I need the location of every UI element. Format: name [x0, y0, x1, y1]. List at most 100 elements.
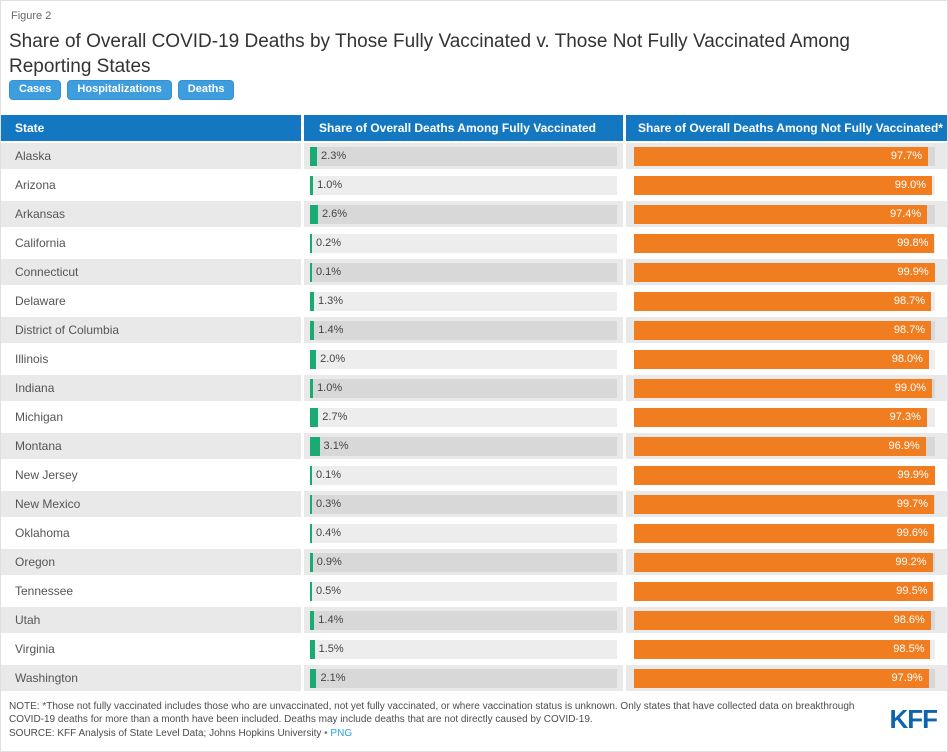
table-row: Illinois 2.0% 98.0%	[1, 346, 947, 375]
fully-vaccinated-bar	[310, 146, 318, 166]
not-fully-vaccinated-cell: 99.9%	[623, 259, 947, 285]
not-fully-vaccinated-bar-track: 97.7%	[634, 146, 935, 166]
not-fully-vaccinated-cell: 97.4%	[623, 201, 947, 227]
not-fully-vaccinated-bar-track: 98.7%	[634, 320, 935, 340]
fully-vaccinated-value: 0.1%	[316, 266, 342, 278]
fully-vaccinated-bar-track: 2.6%	[310, 204, 617, 224]
fully-vaccinated-value: 2.1%	[320, 672, 346, 684]
fully-vaccinated-bar-track: 0.1%	[310, 465, 617, 485]
source-separator: •	[324, 728, 328, 739]
fully-vaccinated-cell: 1.5%	[301, 636, 623, 662]
fully-vaccinated-bar-track: 2.0%	[310, 349, 617, 369]
state-name: Utah	[1, 607, 301, 633]
fully-vaccinated-bar-track: 1.4%	[310, 320, 617, 340]
fully-vaccinated-cell: 1.3%	[301, 288, 623, 314]
fully-vaccinated-cell: 0.1%	[301, 259, 623, 285]
state-name: Oregon	[1, 549, 301, 575]
fully-vaccinated-cell: 0.1%	[301, 462, 623, 488]
fully-vaccinated-cell: 0.3%	[301, 491, 623, 517]
data-table: State Share of Overall Deaths Among Full…	[1, 115, 947, 694]
tab-hospitalizations[interactable]: Hospitalizations	[67, 80, 172, 100]
fully-vaccinated-bar	[310, 552, 313, 572]
fully-vaccinated-bar	[310, 639, 315, 659]
state-name: Michigan	[1, 404, 301, 430]
fully-vaccinated-bar-track: 1.0%	[310, 175, 617, 195]
fully-vaccinated-value: 0.5%	[316, 585, 342, 597]
fully-vaccinated-bar	[310, 233, 312, 253]
table-header: State Share of Overall Deaths Among Full…	[1, 115, 947, 143]
fully-vaccinated-cell: 2.0%	[301, 346, 623, 372]
not-fully-vaccinated-bar-track: 99.7%	[634, 494, 935, 514]
fully-vaccinated-bar-track: 0.2%	[310, 233, 617, 253]
fully-vaccinated-value: 1.3%	[317, 295, 344, 307]
not-fully-vaccinated-cell: 99.8%	[623, 230, 947, 256]
fully-vaccinated-value: 0.9%	[316, 556, 342, 568]
not-fully-vaccinated-bar-track: 98.5%	[634, 639, 935, 659]
fully-vaccinated-bar	[310, 349, 317, 369]
not-fully-vaccinated-bar-track: 99.5%	[634, 581, 935, 601]
not-fully-vaccinated-cell: 97.3%	[623, 404, 947, 430]
state-name: New Mexico	[1, 491, 301, 517]
not-fully-vaccinated-cell: 99.7%	[623, 491, 947, 517]
not-fully-vaccinated-bar: 99.8%	[634, 233, 935, 253]
state-name: Virginia	[1, 636, 301, 662]
not-fully-vaccinated-cell: 98.7%	[623, 288, 947, 314]
fully-vaccinated-cell: 0.2%	[301, 230, 623, 256]
tab-deaths[interactable]: Deaths	[177, 80, 235, 100]
state-name: Illinois	[1, 346, 301, 372]
not-fully-vaccinated-bar-track: 99.9%	[634, 262, 935, 282]
fully-vaccinated-value: 2.3%	[321, 150, 347, 162]
table-row: California 0.2% 99.8%	[1, 230, 947, 259]
fully-vaccinated-cell: 1.4%	[301, 317, 623, 343]
not-fully-vaccinated-cell: 99.9%	[623, 462, 947, 488]
not-fully-vaccinated-bar: 99.7%	[634, 494, 935, 514]
fully-vaccinated-bar	[310, 465, 312, 485]
fully-vaccinated-value: 1.4%	[318, 614, 344, 626]
not-fully-vaccinated-bar: 98.7%	[634, 291, 932, 311]
not-fully-vaccinated-bar-track: 99.0%	[634, 175, 935, 195]
state-name: Tennessee	[1, 578, 301, 604]
table-body: Alaska 2.3% 97.7% Arizona 1.0%	[1, 143, 947, 694]
not-fully-vaccinated-bar: 97.7%	[634, 146, 929, 166]
fully-vaccinated-bar	[310, 262, 312, 282]
table-row: Montana 3.1% 96.9%	[1, 433, 947, 462]
footer-note: NOTE: *Those not fully vaccinated includ…	[9, 701, 855, 725]
not-fully-vaccinated-bar: 98.7%	[634, 320, 932, 340]
not-fully-vaccinated-bar-track: 99.2%	[634, 552, 935, 572]
not-fully-vaccinated-bar: 99.5%	[634, 581, 934, 601]
tab-cases[interactable]: Cases	[9, 80, 62, 100]
fully-vaccinated-cell: 1.4%	[301, 607, 623, 633]
fully-vaccinated-cell: 2.3%	[301, 143, 623, 169]
fully-vaccinated-bar-track: 2.3%	[310, 146, 617, 166]
fully-vaccinated-cell: 2.7%	[301, 404, 623, 430]
fully-vaccinated-bar-track: 1.5%	[310, 639, 617, 659]
table-row: Washington 2.1% 97.9%	[1, 665, 947, 694]
table-row: Utah 1.4% 98.6%	[1, 607, 947, 636]
fully-vaccinated-value: 0.4%	[316, 527, 342, 539]
fully-vaccinated-cell: 3.1%	[301, 433, 623, 459]
kff-logo[interactable]: KFF	[889, 704, 938, 734]
fully-vaccinated-bar	[310, 494, 312, 514]
not-fully-vaccinated-bar: 97.9%	[634, 668, 929, 688]
not-fully-vaccinated-cell: 96.9%	[623, 433, 947, 459]
not-fully-vaccinated-bar-track: 98.7%	[634, 291, 935, 311]
png-download-link[interactable]: PNG	[330, 728, 353, 739]
fully-vaccinated-value: 1.5%	[318, 643, 344, 655]
state-name: New Jersey	[1, 462, 301, 488]
state-name: California	[1, 230, 301, 256]
state-name: Washington	[1, 665, 301, 691]
not-fully-vaccinated-bar: 98.6%	[634, 610, 931, 630]
fully-vaccinated-value: 1.0%	[317, 179, 343, 191]
fully-vaccinated-value: 1.4%	[318, 324, 344, 336]
not-fully-vaccinated-bar: 99.9%	[634, 465, 935, 485]
figure-label: Figure 2	[11, 10, 52, 22]
not-fully-vaccinated-bar: 96.9%	[634, 436, 926, 456]
fully-vaccinated-bar	[310, 668, 317, 688]
state-name: Arkansas	[1, 201, 301, 227]
fully-vaccinated-bar-track: 0.5%	[310, 581, 617, 601]
fully-vaccinated-cell: 2.1%	[301, 665, 623, 691]
not-fully-vaccinated-bar: 97.4%	[634, 204, 928, 224]
not-fully-vaccinated-cell: 97.7%	[623, 143, 947, 169]
state-name: Indiana	[1, 375, 301, 401]
